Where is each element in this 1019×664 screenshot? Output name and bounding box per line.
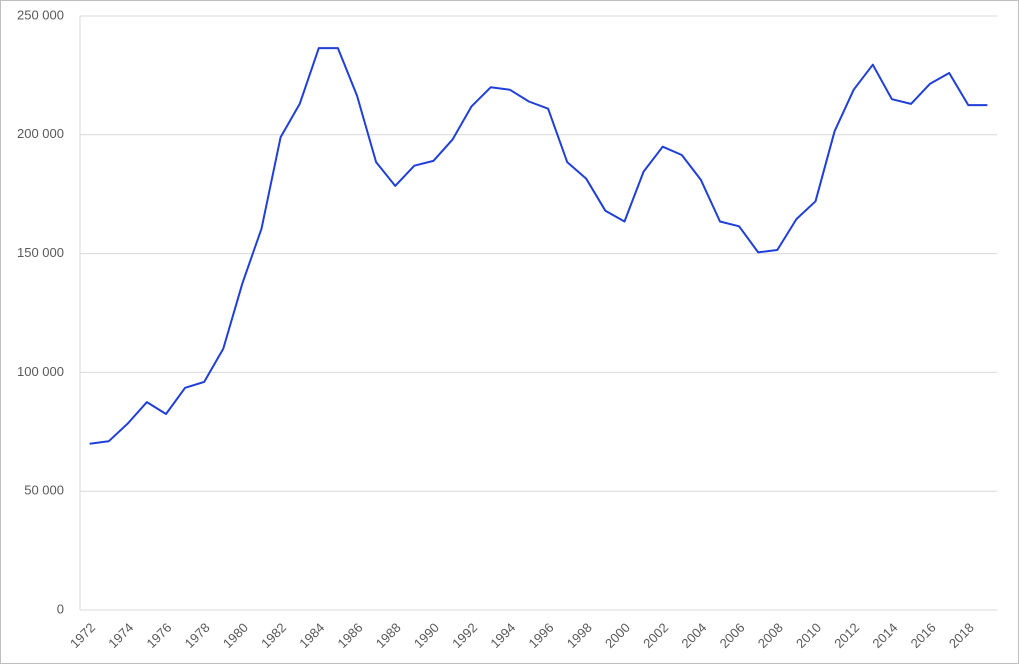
data-line [89,47,988,445]
y-tick-label: 150 000 [17,245,64,260]
y-tick-label: 50 000 [24,483,64,498]
y-tick-label: 0 [57,601,64,616]
y-tick-label: 200 000 [17,126,64,141]
y-tick-label: 250 000 [17,7,64,22]
y-tick-label: 100 000 [17,364,64,379]
